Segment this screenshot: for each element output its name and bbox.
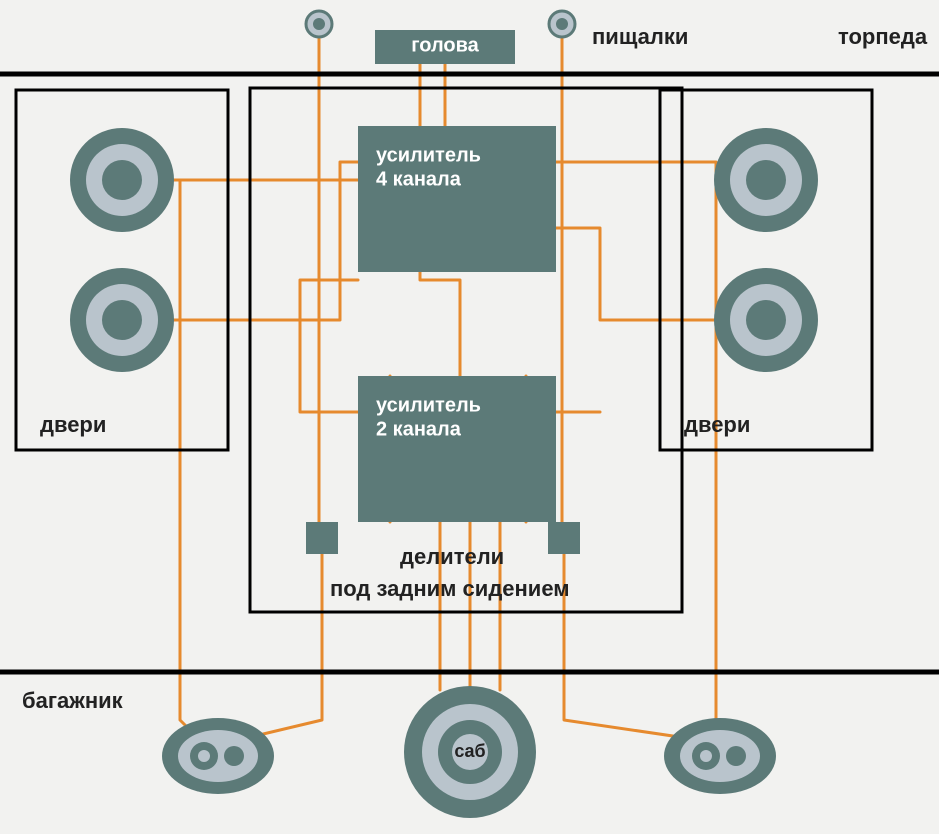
label-tweeters: пищалки — [592, 24, 688, 49]
amp-4ch-label1: усилитель — [376, 145, 481, 167]
label-sub: саб — [454, 741, 485, 761]
rear-oval-right — [726, 746, 746, 766]
head-unit-label: голова — [411, 35, 479, 57]
label-trunk: багажник — [22, 688, 124, 713]
label-door-right: двери — [684, 412, 750, 437]
label-door-left: двери — [40, 412, 106, 437]
label-under-seat: под задним сидением — [330, 576, 570, 601]
divider-left — [306, 522, 338, 554]
amp-2ch-label1: усилитель — [376, 395, 481, 417]
amp-4ch-label2: 4 канала — [376, 169, 462, 191]
label-torpeda: торпеда — [838, 24, 928, 49]
amp-2ch-label2: 2 канала — [376, 419, 462, 441]
rear-oval-left — [224, 746, 244, 766]
label-dividers: делители — [400, 544, 504, 569]
divider-right — [548, 522, 580, 554]
